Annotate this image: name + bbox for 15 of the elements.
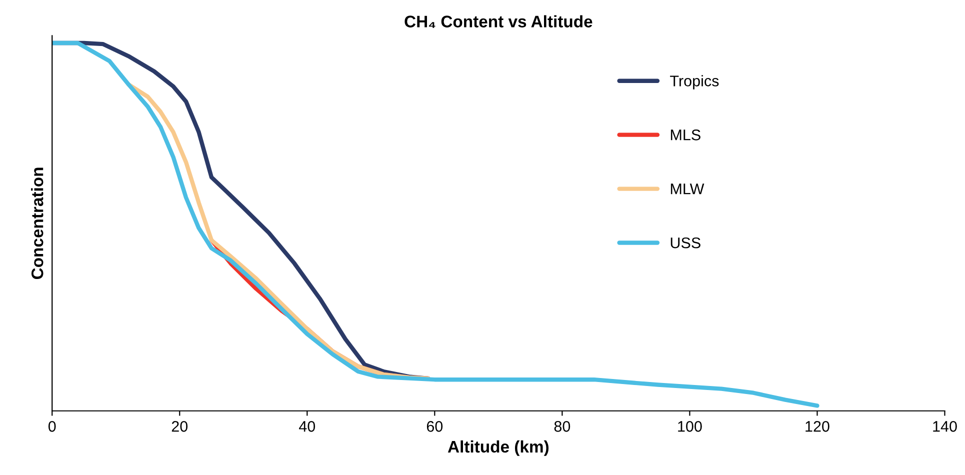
x-tick-label: 0 [48,421,56,432]
legend-label: MLW [670,184,704,194]
chart-title: CH₄ Content vs Altitude [404,15,592,28]
x-tick-label: 120 [806,421,830,432]
x-tick-label: 60 [426,421,443,432]
x-tick-label: 140 [933,421,957,432]
y-axis-title: Concentration [31,168,44,280]
x-tick-label: 20 [172,421,188,432]
x-tick-label: 80 [554,421,570,432]
legend-label: USS [670,237,700,248]
x-tick-label: 40 [299,421,316,432]
x-tick-label: 100 [678,421,702,432]
legend-label: Tropics [670,75,719,90]
x-axis-title: Altitude (km) [448,440,549,456]
legend-label: MLS [670,130,700,140]
